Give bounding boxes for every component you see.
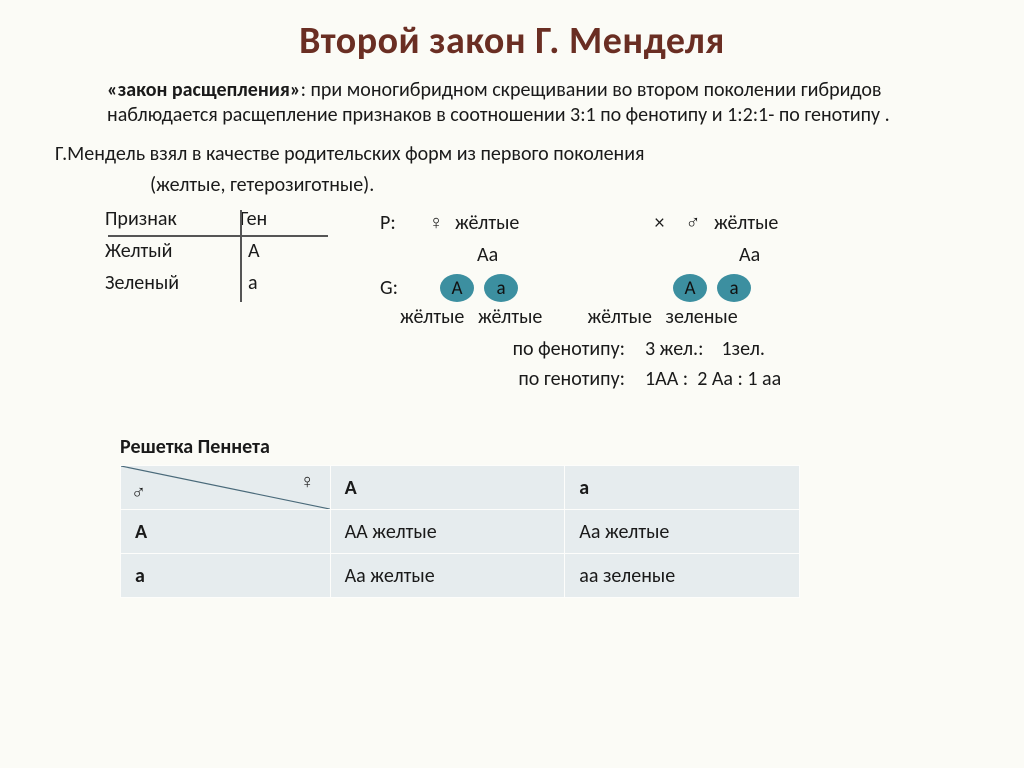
trait-table-hline bbox=[108, 235, 328, 237]
gamete-icon: A bbox=[673, 274, 707, 302]
trait-table-vline bbox=[240, 210, 242, 302]
g-label: G: bbox=[380, 276, 425, 300]
punnett-cell: Aa желтые bbox=[565, 510, 800, 554]
law-name: «закон расщепления» bbox=[107, 78, 301, 102]
p-female-pheno: жёлтые bbox=[447, 211, 637, 235]
trait-row-green: Зеленый bbox=[105, 271, 240, 295]
gamete-icon: a bbox=[717, 274, 751, 302]
phenotype-ratio: 3 жел.: 1зел. bbox=[645, 337, 765, 361]
genotype-label: по генотипу: bbox=[380, 367, 645, 391]
page-title: Второй закон Г. Менделя bbox=[45, 18, 979, 64]
offspring-pheno-line: жёлтые жёлтые жёлтые зеленые bbox=[400, 305, 894, 335]
diagonal-line-icon bbox=[121, 466, 330, 509]
context-line1: Г.Мендель взял в качестве родительских ф… bbox=[55, 142, 979, 167]
punnett-corner: ♀ ♂ bbox=[121, 466, 331, 510]
p-female-geno: Aa bbox=[447, 243, 637, 267]
punnett-title: Решетка Пеннета bbox=[120, 435, 979, 459]
context-line2: (желтые, гетерозиготные). bbox=[150, 173, 979, 197]
p-label: P: bbox=[380, 211, 425, 235]
trait-header: Признак bbox=[105, 207, 240, 231]
gamete-icon: a bbox=[484, 274, 518, 302]
phenotype-label: по фенотипу: bbox=[380, 337, 645, 361]
punnett-male-symbol: ♂ bbox=[131, 481, 146, 505]
cross-symbol: × bbox=[637, 211, 682, 235]
gamete-icon: A bbox=[440, 274, 474, 302]
title-part1: Второй закон Г bbox=[299, 18, 549, 64]
trait-row-yellow: Желтый bbox=[105, 239, 240, 263]
trait-gene-table: Признак Ген Желтый A Зеленый a bbox=[105, 207, 300, 295]
genotype-ratio: 1AA : 2 Aa : 1 aa bbox=[645, 367, 781, 391]
gene-header: Ген bbox=[240, 207, 300, 231]
male-symbol: ♂ bbox=[682, 211, 704, 235]
punnett-row-header: A bbox=[121, 510, 331, 554]
gene-row-green: a bbox=[240, 271, 300, 295]
punnett-cell: Aa желтые bbox=[330, 554, 565, 598]
definition-paragraph: «закон расщепления»: при моногибридном с… bbox=[107, 78, 979, 128]
punnett-square: ♀ ♂ A a A AA желтые Aa желтые a Aa желты… bbox=[120, 465, 800, 598]
title-part2: Менделя bbox=[560, 18, 725, 64]
cross-scheme: P: ♀ жёлтые × ♂ жёлтые Aa Aa G: A a A a bbox=[380, 207, 894, 391]
gene-row-yellow: A bbox=[240, 239, 300, 263]
punnett-row-header: a bbox=[121, 554, 331, 598]
female-symbol: ♀ bbox=[425, 211, 447, 235]
p-male-geno: Aa bbox=[704, 243, 894, 267]
punnett-cell: AA желтые bbox=[330, 510, 565, 554]
punnett-cell: aa зеленые bbox=[565, 554, 800, 598]
punnett-col-header: a bbox=[565, 466, 800, 510]
punnett-female-symbol: ♀ bbox=[300, 470, 315, 494]
title-dot: . bbox=[549, 18, 560, 64]
punnett-col-header: A bbox=[330, 466, 565, 510]
p-male-pheno: жёлтые bbox=[704, 211, 894, 235]
cross-area: Признак Ген Желтый A Зеленый a P: ♀ жёлт… bbox=[45, 207, 979, 427]
definition-sep: : bbox=[301, 78, 311, 102]
